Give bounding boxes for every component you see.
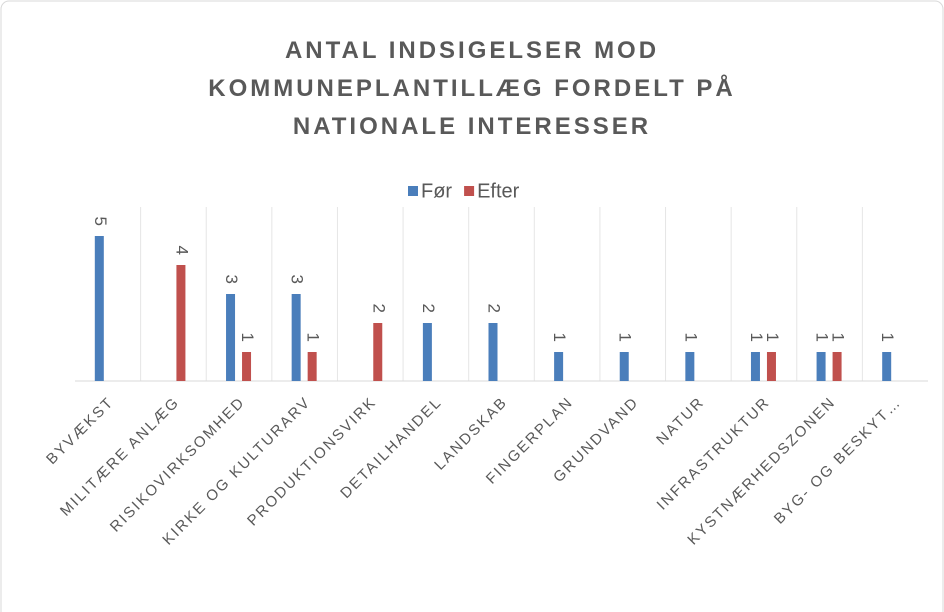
bar <box>226 294 236 381</box>
data-label: 1 <box>304 333 323 342</box>
data-label: 1 <box>616 333 635 342</box>
data-label: 1 <box>681 333 700 342</box>
bar <box>766 352 776 381</box>
bar <box>373 323 383 381</box>
bar <box>242 352 252 381</box>
data-label: 1 <box>813 333 832 342</box>
data-label: 1 <box>829 333 848 342</box>
x-tick-label: MILITÆRE ANLÆG <box>57 394 183 520</box>
data-label: 1 <box>550 333 569 342</box>
data-label: 1 <box>878 333 897 342</box>
bar <box>685 352 695 381</box>
x-tick-label: NATUR <box>653 394 708 449</box>
chart-title: ANTAL INDSIGELSER MOD KOMMUNEPLANTILLÆG … <box>208 37 736 140</box>
x-tick-label: BYG- OG BESKYT… <box>771 394 905 528</box>
legend-label: Før <box>421 180 452 202</box>
bar <box>176 265 186 381</box>
data-label: 1 <box>747 333 766 342</box>
legend-swatch <box>464 186 475 196</box>
bar <box>422 323 432 381</box>
bar <box>488 323 498 381</box>
bar <box>816 352 826 381</box>
bar <box>554 352 564 381</box>
data-label: 1 <box>238 333 257 342</box>
bar <box>94 236 104 381</box>
data-label: 3 <box>288 275 307 284</box>
legend-swatch <box>408 186 418 196</box>
legend-label: Efter <box>477 180 520 202</box>
x-tick-label: PRODUKTIONSVIRK <box>244 394 380 530</box>
bar <box>619 352 629 381</box>
x-tick-label: BYVÆKST <box>43 394 117 468</box>
bar <box>832 352 842 381</box>
x-tick-label: RISIKOVIRKSOMHED <box>107 394 249 536</box>
data-label: 1 <box>763 333 782 342</box>
data-label: 3 <box>222 275 241 284</box>
data-label: 2 <box>419 304 438 313</box>
bar <box>291 294 301 381</box>
x-tick-label: INFRASTRUKTUR <box>654 394 774 514</box>
data-label: 2 <box>485 304 504 313</box>
bar <box>882 352 892 381</box>
bar <box>750 352 760 381</box>
bar <box>307 352 317 381</box>
data-label: 4 <box>172 246 191 255</box>
data-label: 5 <box>91 217 110 226</box>
data-label: 2 <box>369 304 388 313</box>
